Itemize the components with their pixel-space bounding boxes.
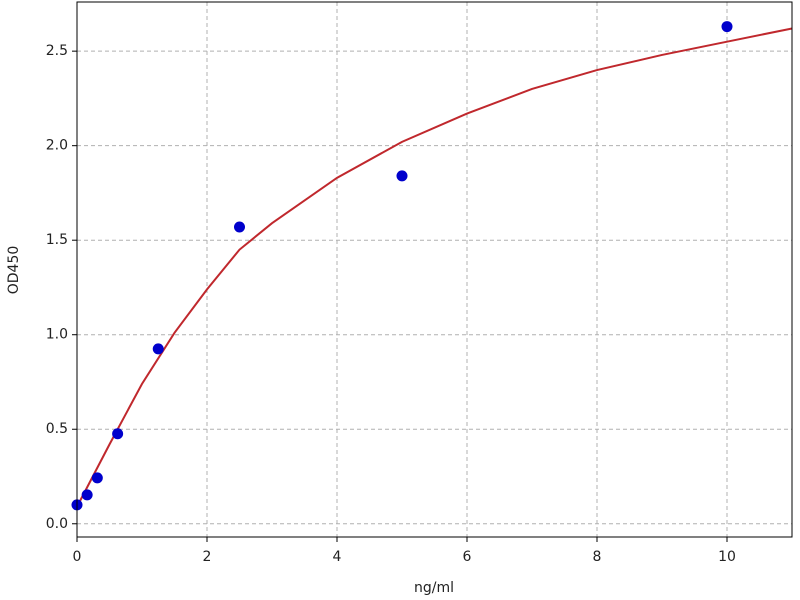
fit-curve — [76, 27, 793, 508]
x-tick-label: 2 — [203, 549, 212, 565]
data-point — [721, 21, 733, 33]
plot-frame — [76, 1, 793, 538]
x-tick-label: 0 — [73, 549, 82, 565]
data-point — [396, 170, 408, 182]
y-tick-label: 2.0 — [46, 138, 68, 154]
x-tick-label: 8 — [593, 549, 602, 565]
x-axis-label: ng/ml — [414, 580, 454, 596]
y-tick-label: 2.5 — [46, 43, 68, 59]
data-point — [91, 472, 103, 484]
y-tick-label: 1.5 — [46, 232, 68, 248]
y-tick-label: 0.0 — [46, 516, 68, 532]
x-tick-label: 6 — [463, 549, 472, 565]
y-tick-label: 1.0 — [46, 327, 68, 343]
y-tick-label: 0.5 — [46, 421, 68, 437]
data-point — [152, 343, 164, 355]
data-point — [112, 428, 124, 440]
y-axis-label: OD450 — [6, 246, 22, 295]
data-point — [234, 221, 245, 233]
x-tick-label: 10 — [718, 549, 736, 565]
x-tick-label: 4 — [333, 549, 342, 565]
data-point — [81, 489, 93, 501]
